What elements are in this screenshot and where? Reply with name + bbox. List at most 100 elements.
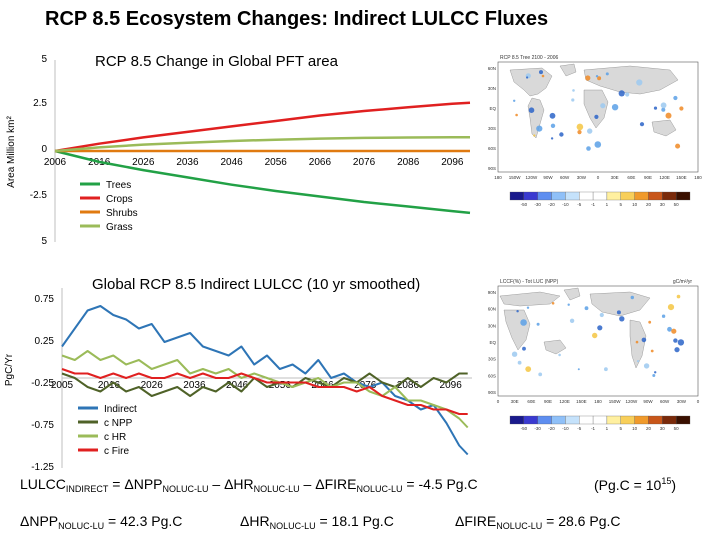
colorbar-swatch (551, 191, 566, 201)
map-landmass (499, 291, 561, 307)
map-data-patch (587, 128, 593, 134)
series-line-c-npp (61, 372, 468, 397)
eq2-npp: ΔNPP (20, 513, 59, 529)
legend-label: Grass (106, 222, 133, 233)
legend-label: c Fire (104, 446, 129, 457)
map-lon-label: 180 (594, 399, 602, 404)
map-header: LCCF(%) - Tot LUC (NPP) (500, 279, 559, 285)
eq-term-fire: – ΔFIRE (299, 476, 357, 492)
equation-hr: ΔHRNOLUC-LU = 18.1 Pg.C (240, 513, 394, 531)
colorbar-swatch (648, 415, 663, 425)
x-tick-label: 2086 (397, 380, 420, 391)
eq2-fire-value: = 28.6 Pg.C (542, 513, 621, 529)
colorbar-label: -30 (534, 426, 541, 431)
map-data-patch (661, 107, 666, 112)
x-tick-label: 2086 (397, 157, 420, 168)
map-data-patch (674, 347, 680, 353)
y-axis-label: Area Million km² (6, 115, 17, 187)
map-data-patch (511, 351, 518, 357)
colorbar-swatch (592, 191, 608, 201)
map-data-patch (558, 353, 561, 357)
slide-title: RCP 8.5 Ecosystem Changes: Indirect LULC… (45, 8, 549, 30)
equation-npp: ΔNPPNOLUC-LU = 42.3 Pg.C (20, 513, 182, 531)
map-data-patch (660, 102, 667, 109)
eq-term-npp: = ΔNPP (108, 476, 163, 492)
map-lat-label: 30S (488, 126, 496, 131)
eq2-npp-value: = 42.3 Pg.C (104, 513, 183, 529)
colorbar-label: -1 (591, 202, 595, 207)
y-tick-label: 0.25 (35, 336, 55, 347)
colorbar-label: -50 (521, 426, 528, 431)
colorbar-label: -50 (521, 202, 528, 207)
map-data-patch (675, 143, 681, 149)
series-line-indirect (61, 305, 469, 456)
map-data-patch (654, 371, 657, 374)
map-lon-label: 150W (509, 175, 522, 180)
map-header: RCP 8.5 Tree 2100 - 2006 (500, 55, 558, 61)
map-data-patch (650, 349, 654, 353)
eq-result: = -4.5 Pg.C (402, 476, 478, 492)
colorbar-label: -20 (548, 426, 555, 431)
map-data-patch (595, 75, 599, 78)
map-data-patch (600, 103, 606, 109)
indirect-lulcc-chart: Global RCP 8.5 Indirect LULCC (10 yr smo… (4, 276, 472, 473)
legend-label: Crops (106, 194, 133, 205)
map-lon-label: 90E (544, 399, 552, 404)
map-data-patch (517, 360, 522, 365)
map-data-patch (533, 134, 536, 137)
map-data-patch (679, 106, 684, 111)
chart-title: RCP 8.5 Change in Global PFT area (95, 53, 339, 70)
map-landmass (559, 63, 577, 77)
map-lon-label: 0 (697, 399, 700, 404)
map-lat-label: 60N (488, 307, 496, 312)
map-landmass (563, 287, 581, 301)
colorbar-label: 20 (646, 202, 652, 207)
map-lon-label: 0 (497, 399, 500, 404)
colorbar-swatch (662, 415, 677, 425)
map-data-patch (665, 112, 672, 119)
map-data-patch (513, 99, 516, 102)
map-data-patch (597, 76, 602, 81)
colorbar-label: 10 (632, 426, 638, 431)
x-tick-label: 2096 (441, 157, 464, 168)
map-data-patch (661, 314, 666, 318)
equation-total: LULCCINDIRECT = ΔNPPNOLUC-LU – ΔHRNOLUC-… (20, 476, 478, 494)
map-landmass (651, 119, 677, 137)
map-data-patch (618, 90, 625, 97)
colorbar-swatch (509, 415, 524, 425)
map-data-patch (586, 146, 591, 151)
colorbar-swatch (620, 415, 635, 425)
unit-note-text: (Pg.C = 10 (594, 477, 662, 493)
colorbar-swatch (676, 191, 691, 201)
series-line-crops (54, 101, 471, 153)
x-tick-label: 2076 (353, 157, 376, 168)
map-data-patch (667, 304, 675, 311)
lulcc-npp-map: LCCF(%) - Tot LUC (NPP) gC/m²/yr 90N 60N 30N… (480, 276, 715, 441)
colorbar-swatch (565, 415, 580, 425)
colorbar-swatch (592, 415, 608, 425)
x-tick-label: 2096 (440, 380, 463, 391)
x-tick-label: 2036 (176, 157, 199, 168)
map-data-patch (619, 316, 625, 322)
map-data-patch (604, 367, 608, 372)
map-lon-label: 0 (597, 175, 600, 180)
chart-title: Global RCP 8.5 Indirect LULCC (10 yr smo… (92, 276, 420, 293)
series-line-trees (54, 149, 471, 215)
y-tick-label: 0 (41, 144, 47, 155)
colorbar-swatch (634, 415, 649, 425)
map-data-patch (676, 294, 681, 299)
map-data-patch (577, 130, 582, 135)
map-data-patch (550, 137, 554, 140)
y-tick-label: -2.5 (30, 190, 48, 201)
x-tick-label: 2036 (183, 380, 206, 391)
map-units: gC/m²/yr (673, 279, 693, 285)
legend-label: Trees (106, 180, 131, 191)
map-lon-label: 90W (643, 399, 653, 404)
eq-lhs: LULCC (20, 476, 66, 492)
map-data-patch (599, 312, 604, 318)
map-lon-label: 90E (644, 175, 652, 180)
map-data-patch (625, 92, 630, 97)
map-lat-label: 90S (488, 166, 496, 171)
colorbar-label: 20 (646, 426, 652, 431)
x-tick-label: 2066 (309, 157, 332, 168)
